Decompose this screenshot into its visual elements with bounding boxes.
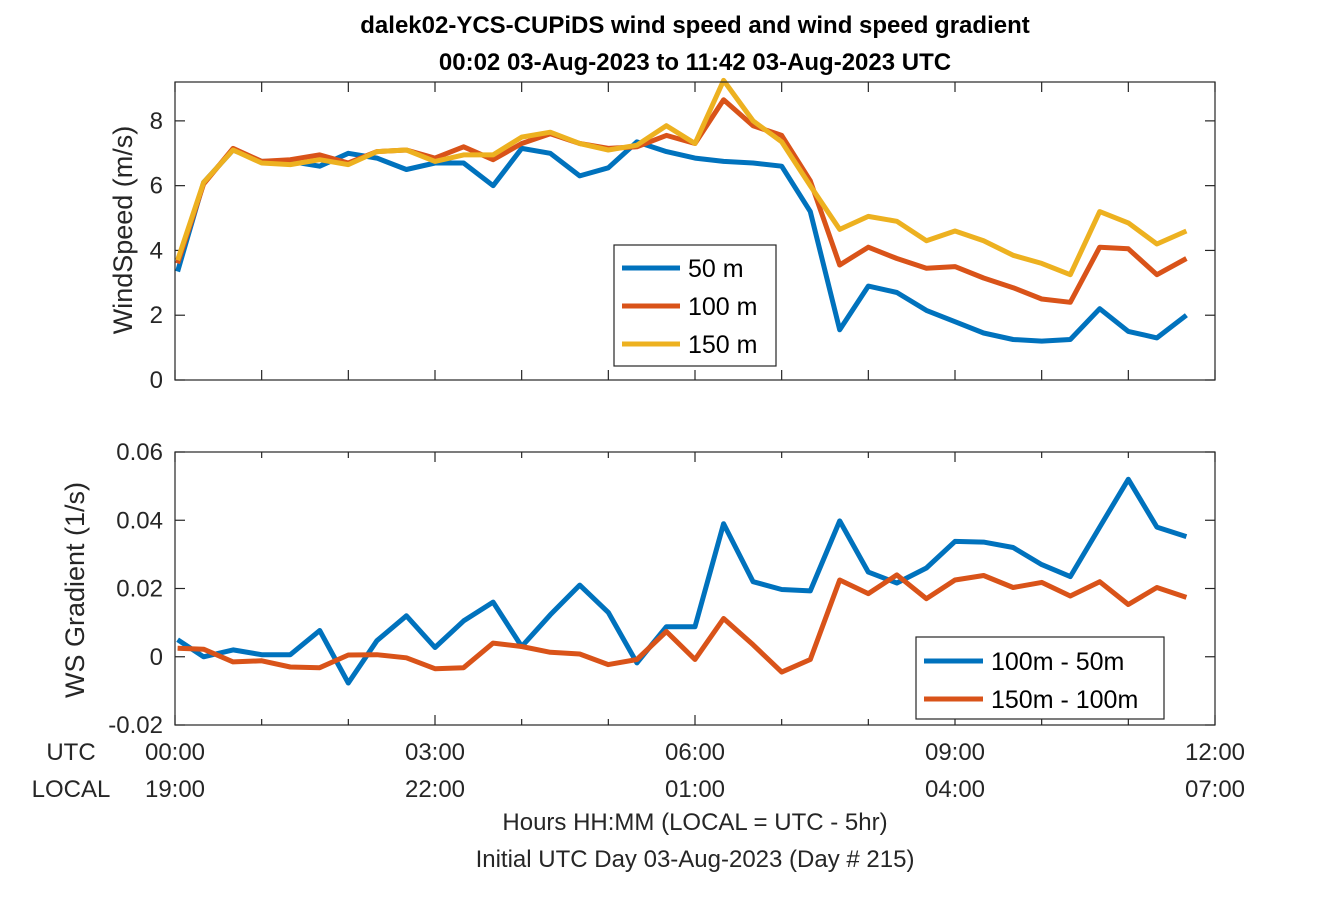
y-tick-label: 6 <box>150 173 163 200</box>
gradient-legend-box <box>915 636 1165 720</box>
windspeed-y-axis-label: WindSpeed (m/s) <box>108 126 138 335</box>
y-tick-label: 0 <box>150 367 163 394</box>
chart-subtitle: 00:02 03-Aug-2023 to 11:42 03-Aug-2023 U… <box>439 49 951 76</box>
gradient-y-axis-label: WS Gradient (1/s) <box>60 482 90 698</box>
windspeed-legend: 50 m 100 m 150 m <box>613 244 777 367</box>
x-tick-labels: 00:00 19:00 03:00 22:00 06:00 01:00 09:00 04:00… <box>145 739 1245 803</box>
windspeed-axes: WindSpeed (m/s) 0 2 4 6 8 50 m 100 m 150 m <box>108 77 1216 394</box>
windspeed-axes-box <box>174 81 1216 381</box>
x-tick-label-local: 01:00 <box>665 776 725 803</box>
gradient-legend: 100m - 50m 150m - 100m <box>915 636 1165 720</box>
legend-label-150m: 150 m <box>688 331 757 359</box>
x-axis-label: Hours HH:MM (LOCAL = UTC - 5hr) <box>502 809 887 836</box>
x-tick-label-utc: 12:00 <box>1185 739 1245 766</box>
legend-label-150m-100m: 150m - 100m <box>991 686 1138 714</box>
local-row-label: LOCAL <box>32 776 111 803</box>
x-tick-label-utc: 00:00 <box>145 739 205 766</box>
x-tick-label-utc: 06:00 <box>665 739 725 766</box>
series-line-150m-100m <box>177 572 1188 675</box>
x-tick-label-utc: 09:00 <box>925 739 985 766</box>
y-tick-label: 0 <box>150 644 163 671</box>
y-tick-label: 0.04 <box>116 507 163 534</box>
utc-row-label: UTC <box>46 739 95 766</box>
legend-label-100m: 100 m <box>688 293 757 321</box>
x-tick-label-local: 07:00 <box>1185 776 1245 803</box>
x-tick-label-utc: 03:00 <box>405 739 465 766</box>
series-line-100m-50m <box>176 476 1188 686</box>
legend-label-100m-50m: 100m - 50m <box>991 648 1124 676</box>
y-tick-label: 8 <box>150 108 163 135</box>
x-tick-label-local: 19:00 <box>145 776 205 803</box>
y-tick-label: -0.02 <box>108 712 163 739</box>
chart-title: dalek02-YCS-CUPiDS wind speed and wind s… <box>360 12 1029 39</box>
y-tick-label: 0.02 <box>116 576 163 603</box>
y-tick-label: 0.06 <box>116 439 163 466</box>
y-tick-label: 2 <box>150 302 163 329</box>
x-tick-label-local: 22:00 <box>405 776 465 803</box>
x-axis-footnote: Initial UTC Day 03-Aug-2023 (Day # 215) <box>476 846 915 873</box>
gradient-axes: WS Gradient (1/s) -0.02 0 0.02 0.04 0.06 100… <box>60 439 1216 739</box>
series-line-50-m <box>175 139 1188 344</box>
x-tick-label-local: 04:00 <box>925 776 985 803</box>
legend-label-50m: 50 m <box>688 255 744 283</box>
y-tick-label: 4 <box>150 237 163 264</box>
series-line-150-m <box>175 77 1188 278</box>
gradient-axes-box <box>174 451 1216 726</box>
